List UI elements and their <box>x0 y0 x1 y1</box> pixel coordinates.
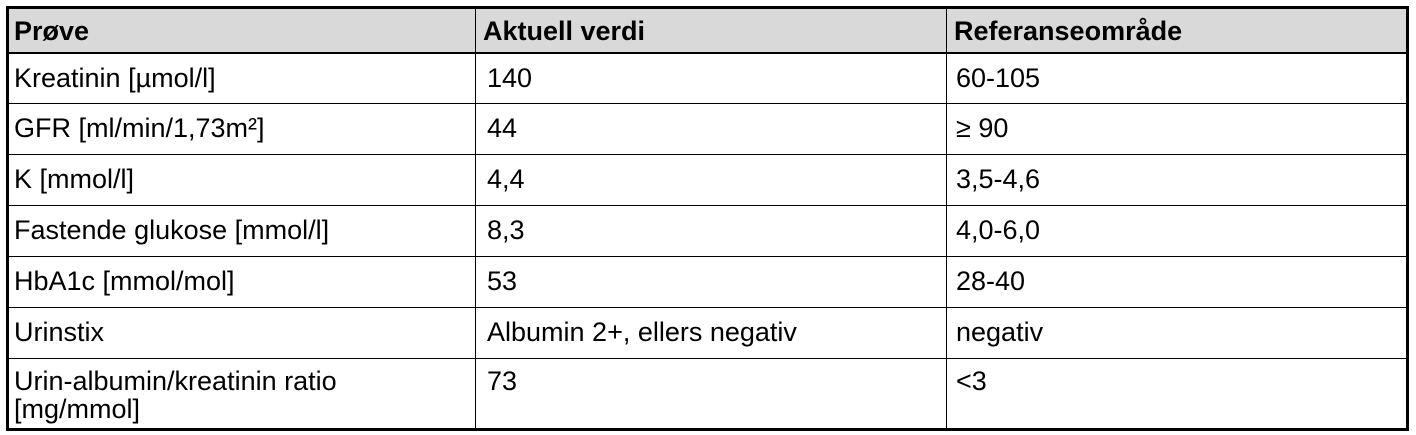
cell-reference: 28-40 <box>946 255 1407 308</box>
cell-test: Fastende glukose [mmol/l] <box>8 204 476 257</box>
table-row: Urin-albumin/kreatinin ratio [mg/mmol] 7… <box>8 357 1407 430</box>
cell-reference: 60-105 <box>946 52 1407 104</box>
cell-reference: 4,0-6,0 <box>946 204 1407 257</box>
cell-value: 140 <box>475 52 947 104</box>
table-row: Fastende glukose [mmol/l] 8,3 4,0-6,0 <box>8 204 1407 257</box>
cell-reference: negativ <box>946 306 1407 359</box>
table-row: HbA1c [mmol/mol] 53 28-40 <box>8 255 1407 308</box>
cell-test: Urin-albumin/kreatinin ratio [mg/mmol] <box>8 357 476 430</box>
cell-value: 73 <box>475 357 947 430</box>
cell-reference: 3,5-4,6 <box>946 153 1407 206</box>
header-reference-range: Referanseområde <box>946 8 1407 54</box>
cell-reference: ≥ 90 <box>946 102 1407 155</box>
cell-value: Albumin 2+, ellers negativ <box>475 306 947 359</box>
cell-value: 44 <box>475 102 947 155</box>
lab-results-table: Prøve Aktuell verdi Referanseområde Krea… <box>8 8 1407 430</box>
cell-test: HbA1c [mmol/mol] <box>8 255 476 308</box>
cell-value: 53 <box>475 255 947 308</box>
cell-test: Urinstix <box>8 306 476 359</box>
table-row: GFR [ml/min/1,73m²] 44 ≥ 90 <box>8 102 1407 155</box>
table-row: K [mmol/l] 4,4 3,5-4,6 <box>8 153 1407 206</box>
cell-value: 8,3 <box>475 204 947 257</box>
cell-value: 4,4 <box>475 153 947 206</box>
cell-test: Kreatinin [µmol/l] <box>8 52 476 104</box>
cell-test: K [mmol/l] <box>8 153 476 206</box>
header-row: Prøve Aktuell verdi Referanseområde <box>8 8 1407 54</box>
table-header: Prøve Aktuell verdi Referanseområde <box>8 8 1407 54</box>
header-test: Prøve <box>8 8 476 54</box>
header-current-value: Aktuell verdi <box>475 8 947 54</box>
table-row: Kreatinin [µmol/l] 140 60-105 <box>8 52 1407 104</box>
cell-reference: <3 <box>946 357 1407 430</box>
lab-results-table-container: Prøve Aktuell verdi Referanseområde Krea… <box>6 6 1409 431</box>
table-row: Urinstix Albumin 2+, ellers negativ nega… <box>8 306 1407 359</box>
cell-test: GFR [ml/min/1,73m²] <box>8 102 476 155</box>
table-body: Kreatinin [µmol/l] 140 60-105 GFR [ml/mi… <box>8 52 1407 430</box>
